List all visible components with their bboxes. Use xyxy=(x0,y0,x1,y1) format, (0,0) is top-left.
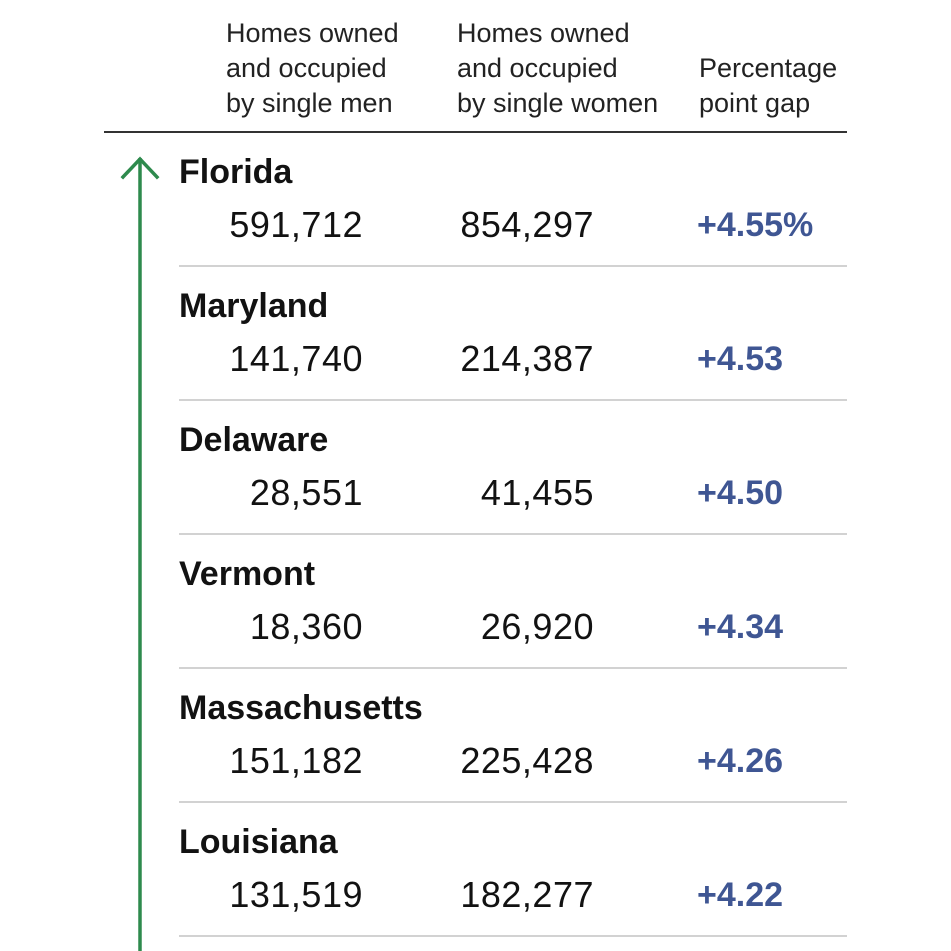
up-arrow-icon xyxy=(120,156,160,951)
gap-value: +4.55% xyxy=(697,206,814,244)
table-row: Maryland 141,740 214,387 +4.53 xyxy=(0,268,951,402)
row-divider xyxy=(179,801,847,803)
header-single-women: Homes owned and occupied by single women xyxy=(457,18,659,118)
row-divider xyxy=(179,399,847,401)
gap-value: +4.22 xyxy=(697,876,784,914)
gap-value: +4.26 xyxy=(697,742,784,780)
arrow-head xyxy=(120,156,160,180)
single-men-value: 18,360 xyxy=(249,606,363,647)
state-name: Maryland xyxy=(179,287,329,325)
single-men-value: 591,712 xyxy=(229,204,363,245)
state-name: Florida xyxy=(179,153,293,191)
state-name: Vermont xyxy=(179,555,316,593)
single-men-value: 141,740 xyxy=(229,338,363,379)
single-women-value: 225,428 xyxy=(460,740,594,781)
single-men-value: 151,182 xyxy=(229,740,363,781)
single-women-value: 854,297 xyxy=(460,204,594,245)
header-percentage-point-gap: Percentage point gap xyxy=(699,53,838,118)
single-women-value: 41,455 xyxy=(480,472,594,513)
single-women-value: 26,920 xyxy=(480,606,594,647)
single-women-value: 182,277 xyxy=(460,874,594,915)
single-men-value: 28,551 xyxy=(249,472,363,513)
single-women-value: 214,387 xyxy=(460,338,594,379)
header-single-men: Homes owned and occupied by single men xyxy=(226,18,399,118)
header-rule xyxy=(104,131,847,133)
gap-value: +4.34 xyxy=(697,608,784,646)
gap-value: +4.50 xyxy=(697,474,784,512)
row-divider xyxy=(179,533,847,535)
state-name: Massachusetts xyxy=(179,689,423,727)
single-men-value: 131,519 xyxy=(229,874,363,915)
table-row: Louisiana 131,519 182,277 +4.22 xyxy=(0,804,951,938)
table-row: Vermont 18,360 26,920 +4.34 xyxy=(0,536,951,670)
row-divider xyxy=(179,935,847,937)
state-name: Delaware xyxy=(179,421,329,459)
table-row: Massachusetts 151,182 225,428 +4.26 xyxy=(0,670,951,804)
row-divider xyxy=(179,265,847,267)
table-row: Delaware 28,551 41,455 +4.50 xyxy=(0,402,951,536)
state-name: Louisiana xyxy=(179,823,338,861)
table-row: Florida 591,712 854,297 +4.55% xyxy=(0,134,951,268)
row-divider xyxy=(179,667,847,669)
gap-value: +4.53 xyxy=(697,340,784,378)
